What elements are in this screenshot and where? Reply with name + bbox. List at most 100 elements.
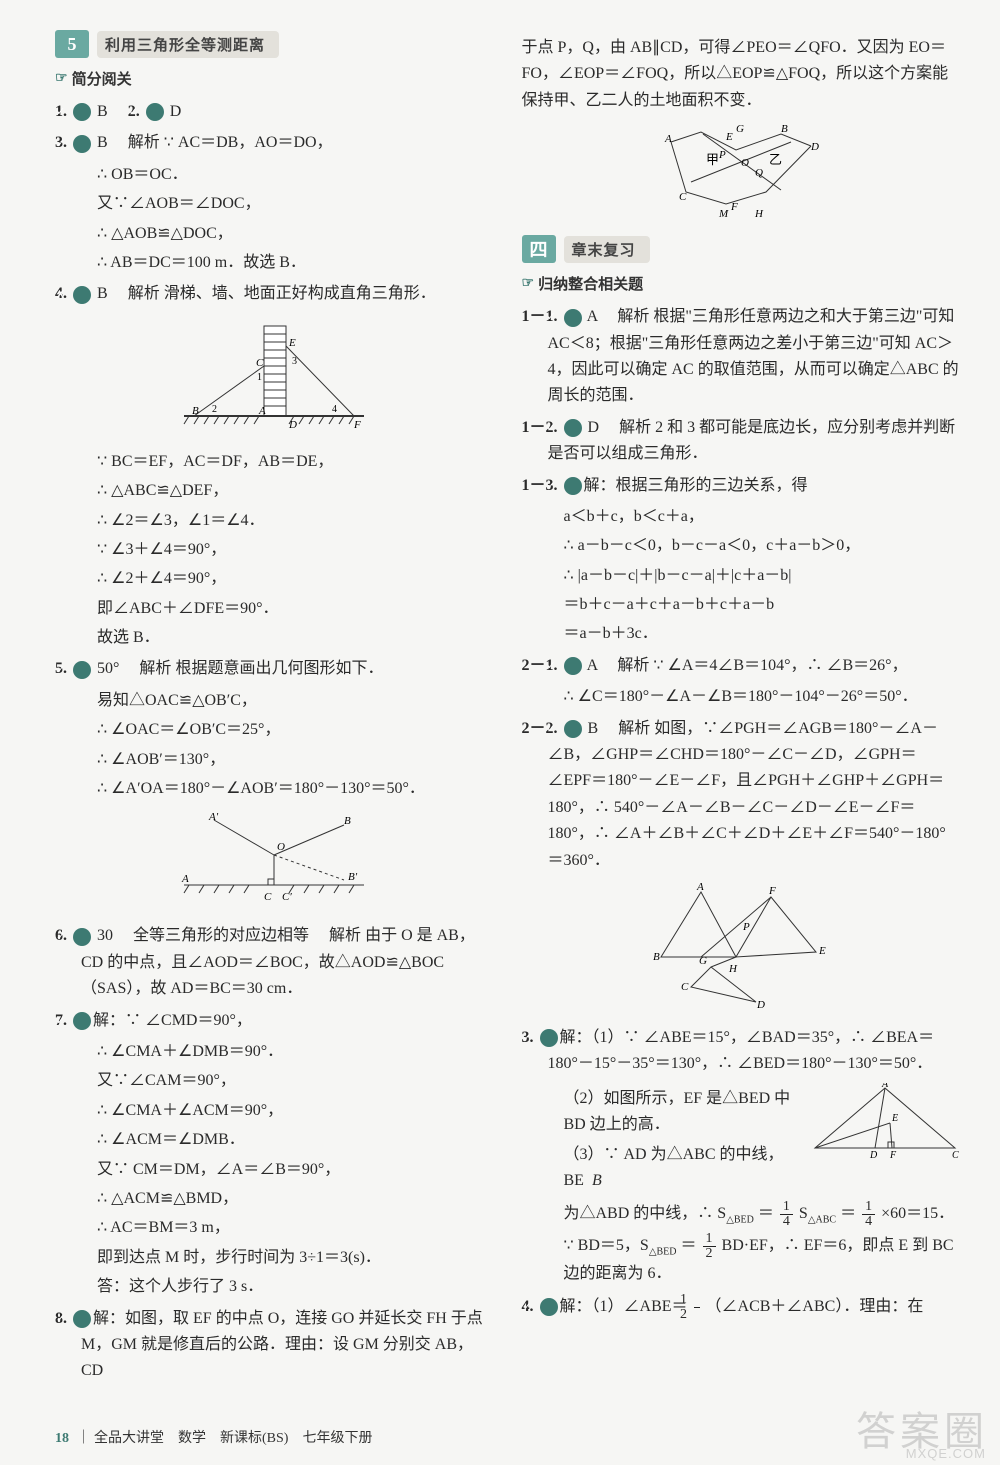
q2-1-l1: ∵ ∠A＝4∠B＝104°，∴ ∠B＝26°， <box>653 657 907 674</box>
t: ∵ BD＝5，S <box>564 1238 649 1255</box>
section-number: 四 <box>522 235 556 263</box>
q3r-l3a: （3）∵ AD 为△ABC 的中线，BE B <box>522 1142 803 1195</box>
label-analysis: 解析 <box>139 660 171 677</box>
check-icon: ✓ <box>564 309 582 327</box>
fig-label: B <box>344 815 351 827</box>
fig-label: D <box>869 1150 878 1158</box>
fig-label: G <box>699 955 707 967</box>
fig-label: 甲 <box>706 152 719 167</box>
fig-label: C <box>681 981 689 993</box>
fig-label: P <box>742 921 750 933</box>
fig-label: B <box>653 951 660 963</box>
check-icon: ✓ <box>73 661 91 679</box>
page-number: 18 <box>55 1431 69 1446</box>
fig-label: E <box>288 337 296 349</box>
fig-label: C <box>264 891 272 903</box>
q8-body: 如图，取 EF 的中点 O，连接 GO 并延长交 FH 于点 M，GM 就是修直… <box>81 1310 483 1380</box>
check-icon: ✓ <box>540 1298 558 1316</box>
fig-label: 4 <box>332 404 337 415</box>
q4-l3: ∴ ∠2＝∠3，∠1＝∠4． <box>55 508 494 534</box>
check-icon: ✓ <box>146 103 164 121</box>
label-analysis: 解析 <box>619 419 651 436</box>
q3-l2: ∴ OB＝OC． <box>55 162 494 188</box>
q4-t: 滑梯、墙、地面正好构成直角三角形． <box>164 285 436 302</box>
q7-l5: ∴ ∠ACM＝∠DMB． <box>55 1127 494 1153</box>
q5-t: 根据题意画出几何图形如下． <box>175 660 383 677</box>
label-analysis: 解析 <box>128 285 160 302</box>
q4: 4. ✗ B 解析 滑梯、墙、地面正好构成直角三角形． <box>55 281 494 307</box>
check-icon: ✓ <box>540 1029 558 1047</box>
q3-l4: ∴ △AOB≌△DOC， <box>55 221 494 247</box>
fig-label: B <box>781 123 788 135</box>
fig-label: O <box>741 157 749 169</box>
q4-l7: 故选 B． <box>55 625 494 651</box>
q1-2-ans: D <box>588 419 600 436</box>
q4-l4: ∵ ∠3＋∠4＝90°， <box>55 537 494 563</box>
q3-l1: ∵ AC＝DB，AO＝DO， <box>164 134 333 151</box>
q7-l2: ∴ ∠CMA＋∠DMB＝90°． <box>55 1039 494 1065</box>
fig-label: H <box>728 963 738 975</box>
check-icon: ✓ <box>564 720 582 738</box>
footer-title: 全品大讲堂 数学 新课标(BS) 七年级下册 <box>94 1431 372 1446</box>
fig-label: M <box>718 208 729 220</box>
figure-q3r: A E D F C <box>810 1083 960 1158</box>
q1-2-body: 2 和 3 都可能是底边长，应分别考虑并判断是否可以组成三角形． <box>548 419 956 462</box>
q4r-body: （1）∠ABE＝ <box>592 1298 688 1315</box>
section-header-5: 5 利用三角形全等测距离 <box>55 30 494 58</box>
q4-l2: ∴ △ABC≌△DEF， <box>55 478 494 504</box>
q1-3-l4: ＝b＋c－a＋c＋a－b＋c＋a－b <box>522 592 961 618</box>
q7-l7: ∴ △ACM≌△BMD， <box>55 1186 494 1212</box>
fig-label: A <box>258 405 266 417</box>
q3-l5: ∴ AB＝DC＝100 m．故选 B． <box>55 250 494 276</box>
fig-label: 3 <box>292 356 297 367</box>
fig-label: A′ <box>208 811 219 823</box>
fig-label: Q <box>755 167 763 179</box>
fig-label: F <box>730 201 738 213</box>
fig-label: D <box>810 141 819 153</box>
q1-3-t: 根据三角形的三边关系，得 <box>616 477 808 494</box>
q4-ans: B <box>97 285 108 302</box>
footer-bar: ｜ <box>77 1431 91 1446</box>
q3r: 3. ✓解：（1）∵ ∠ABE＝15°，∠BAD＝35°，∴ ∠BEA＝180°… <box>522 1025 961 1078</box>
fig-label: G <box>736 123 744 135</box>
check-icon: ✓ <box>73 928 91 946</box>
section-header-4: 四 章末复习 <box>522 235 961 263</box>
q3r-label: 解： <box>560 1029 592 1046</box>
q6-ans: 30 <box>97 927 113 944</box>
label-analysis: 解析 <box>128 134 160 151</box>
q1-3-l3: ∴ |a－b－c|＋|b－c－a|＋|c＋a－b| <box>522 563 961 589</box>
q6: 6. ✓ 30 全等三角形的对应边相等 解析 由于 O 是 AB，CD 的中点，… <box>55 923 494 1002</box>
fig-label: A <box>881 1083 889 1090</box>
t: ×60＝15． <box>881 1206 954 1223</box>
label-analysis: 解析 <box>329 927 361 944</box>
check-icon: ✓ <box>73 1310 91 1328</box>
fig-label: C <box>952 1150 959 1158</box>
q3r-l4: ∵ BD＝5，S△BED ＝ 12 BD·EF，∴ EF＝6，即点 E 到 BC… <box>522 1232 961 1287</box>
fig-label: C <box>679 191 687 203</box>
q3r-l1: （1）∵ ∠ABE＝15°，∠BAD＝35°，∴ ∠BEA＝180°－15°－3… <box>548 1029 935 1072</box>
q7-l4: ∴ ∠CMA＋∠ACM＝90°， <box>55 1098 494 1124</box>
figure-q4: B A D F E C 1 2 3 4 <box>55 316 494 441</box>
q3r-row2: （2）如图所示，EF 是△BED 中 BD 边上的高． （3）∵ AD 为△AB… <box>522 1083 961 1198</box>
q2-1-ans: A <box>587 657 598 674</box>
sub-header-left: 简分阅关 <box>55 68 494 89</box>
left-column: 5 利用三角形全等测距离 简分阅关 1. ✓ B 2. ✓ D 3. ✓ B 解… <box>55 30 494 1390</box>
q5-l2: ∴ ∠OAC＝∠OB′C＝25°， <box>55 717 494 743</box>
footer: 18 ｜ 全品大讲堂 数学 新课标(BS) 七年级下册 <box>55 1427 372 1447</box>
q4r-tail: （∠ACB＋∠ABC）．理由：在 <box>706 1298 924 1315</box>
fig-label: A <box>664 133 672 145</box>
q2-1: 2－1. ✓ A 解析 ∵ ∠A＝4∠B＝104°，∴ ∠B＝26°， <box>522 653 961 679</box>
q1-q2: 1. ✓ B 2. ✓ D <box>55 99 494 125</box>
q8-label: 解： <box>93 1310 125 1327</box>
check-icon: ✓ <box>73 103 91 121</box>
fig-label: F <box>768 885 776 897</box>
t: ＝ <box>681 1238 697 1255</box>
fig-label: D <box>756 999 765 1011</box>
fig-label: P <box>718 149 726 161</box>
fig-label: 2 <box>212 404 217 415</box>
fig-label: 乙 <box>769 152 782 167</box>
figure-land: A B C D E F G P O Q M H 甲 乙 <box>522 122 961 227</box>
q2-ans: D <box>170 103 182 120</box>
fig-label: F <box>889 1150 897 1158</box>
q7: 7. ✓解：∵ ∠CMD＝90°， <box>55 1008 494 1034</box>
